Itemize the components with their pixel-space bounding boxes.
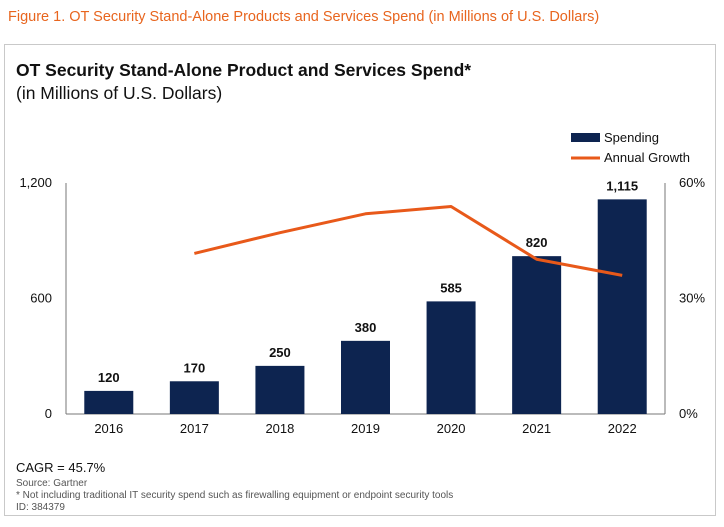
x-tick-label: 2018	[265, 421, 294, 436]
y-right-tick-label: 60%	[679, 175, 705, 190]
bar-data-label: 170	[184, 360, 206, 375]
bar-data-label: 250	[269, 345, 291, 360]
x-tick-label: 2020	[437, 421, 466, 436]
bar-data-label: 380	[355, 320, 377, 335]
bar-series: 120 170 250 380 585 820 1,115	[84, 178, 647, 414]
bar-spending	[255, 365, 305, 414]
legend-label-growth: Annual Growth	[604, 150, 690, 165]
y-left-tick-label: 0	[45, 406, 52, 421]
bar-spending	[341, 340, 390, 414]
bar-data-label: 820	[526, 235, 548, 250]
document-id: ID: 384379	[16, 502, 65, 513]
combo-chart: Spending Annual Growth 0 600 1,200 0% 30% 60%…	[19, 130, 705, 436]
bar-spending	[169, 381, 219, 414]
x-tick-label: 2019	[351, 421, 380, 436]
footnote: * Not including traditional IT security …	[16, 490, 454, 501]
chart-legend: Spending Annual Growth	[571, 130, 690, 165]
bar-spending	[84, 390, 134, 414]
cagr-note: CAGR = 45.7%	[16, 460, 106, 475]
x-tick-label: 2016	[94, 421, 123, 436]
x-tick-label: 2021	[522, 421, 551, 436]
growth-line-series	[194, 204, 623, 277]
y-right-tick-label: 30%	[679, 291, 705, 306]
bar-data-label: 585	[440, 280, 462, 295]
bar-spending	[426, 301, 476, 414]
x-tick-label: 2017	[180, 421, 209, 436]
legend-swatch-spending	[571, 133, 600, 142]
y-left-tick-label: 1,200	[19, 175, 52, 190]
bar-spending	[597, 199, 647, 414]
chart-panel: OT Security Stand-Alone Product and Serv…	[4, 44, 716, 516]
chart-title: OT Security Stand-Alone Product and Serv…	[16, 60, 472, 80]
x-tick-label: 2022	[608, 421, 637, 436]
chart-axes: 0 600 1,200 0% 30% 60% 2016 2017 2018 2019 2020 202…	[19, 175, 705, 436]
bar-data-label: 1,115	[606, 178, 638, 193]
y-left-tick-label: 600	[30, 291, 52, 306]
annual-growth-line	[194, 204, 623, 277]
source-note: Source: Gartner	[16, 478, 88, 489]
figure-caption: Figure 1. OT Security Stand-Alone Produc…	[8, 9, 600, 25]
bar-spending	[512, 256, 562, 414]
bar-data-label: 120	[98, 370, 120, 385]
y-right-tick-label: 0%	[679, 406, 698, 421]
chart-subtitle: (in Millions of U.S. Dollars)	[16, 83, 223, 103]
legend-label-spending: Spending	[604, 130, 659, 145]
